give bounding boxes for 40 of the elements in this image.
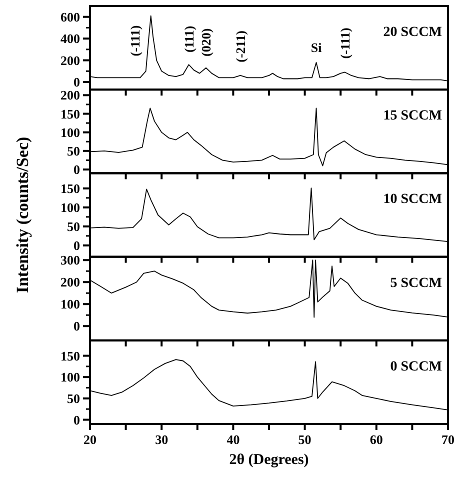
y-tick-label: 0 (74, 318, 80, 334)
x-tick-label: 50 (298, 432, 312, 447)
y-tick-label: 100 (60, 370, 80, 385)
x-tick-label: 60 (370, 432, 383, 447)
annotation: (111) (181, 26, 196, 52)
x-tick-label: 20 (84, 432, 96, 447)
y-tick-label: 150 (60, 106, 80, 122)
annotation: 20 SCCM (383, 25, 442, 40)
y-tick-label: 0 (74, 412, 80, 428)
y-axis-title: Intensity (counts/Sec) (13, 136, 32, 294)
annotation: (020) (198, 28, 214, 56)
y-tick-label: 50 (67, 390, 80, 406)
annotation: 15 SCCM (383, 108, 442, 124)
y-tick-label: 0 (74, 238, 80, 253)
annotation: (-211) (232, 30, 248, 62)
y-tick-label: 100 (60, 124, 80, 140)
y-tick-label: 200 (60, 52, 80, 68)
annotation: (-111) (337, 28, 352, 59)
x-axis-title: 2θ (Degrees) (229, 452, 309, 468)
x-tick-label: 70 (442, 432, 454, 447)
annotation: (-111) (127, 25, 142, 56)
x-tick-label: 40 (226, 432, 240, 447)
y-tick-label: 200 (60, 88, 80, 103)
annotation: 10 SCCM (383, 192, 442, 208)
y-tick-label: 600 (60, 9, 80, 24)
y-tick-label: 150 (60, 180, 80, 196)
y-tick-label: 0 (74, 74, 80, 90)
annotation: Si (310, 40, 322, 56)
y-tick-label: 200 (60, 274, 80, 290)
y-tick-label: 100 (60, 296, 80, 312)
y-tick-label: 150 (60, 348, 80, 364)
y-tick-label: 100 (60, 200, 80, 215)
y-tick-label: 50 (67, 218, 80, 234)
y-tick-label: 400 (60, 31, 80, 46)
annotation: 5 SCCM (390, 276, 442, 291)
y-tick-label: 50 (67, 143, 80, 158)
x-tick-label: 30 (155, 432, 168, 447)
annotation: 0 SCCM (390, 359, 442, 374)
y-tick-label: 300 (60, 252, 80, 268)
y-tick-label: 0 (74, 162, 80, 178)
